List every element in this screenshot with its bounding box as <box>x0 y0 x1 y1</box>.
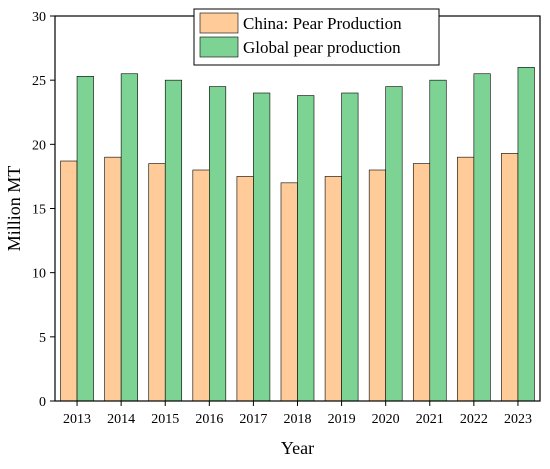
x-tick-label: 2016 <box>195 412 223 427</box>
bar-china-2022 <box>457 156 475 402</box>
bar-china-2013 <box>60 160 78 402</box>
x-tick-label: 2014 <box>107 412 135 427</box>
x-tick-label: 2020 <box>372 412 400 427</box>
y-tick-label: 30 <box>32 10 46 25</box>
bars-layer <box>60 67 535 402</box>
x-axis-ticks: 2013 2014 2015 2016 2017 2018 2019 2020 2021 2022… <box>63 401 532 427</box>
bar-china-2019 <box>324 176 342 402</box>
y-tick-label: 0 <box>39 395 46 410</box>
bar-global-2014 <box>120 73 138 402</box>
legend: China: Pear Production Global pear produ… <box>193 8 440 66</box>
bar-china-2023 <box>501 153 519 402</box>
x-tick-label: 2015 <box>151 412 179 427</box>
bar-global-2020 <box>385 86 403 402</box>
bar-china-2017 <box>236 176 254 402</box>
y-tick-label: 25 <box>32 74 46 89</box>
y-axis-ticks: 0 5 10 15 20 25 30 <box>32 10 55 410</box>
bar-global-2023 <box>517 67 535 402</box>
bar-china-2020 <box>368 169 386 402</box>
x-tick-label: 2019 <box>328 412 356 427</box>
bar-china-2014 <box>104 156 122 402</box>
y-tick-label: 10 <box>32 267 46 282</box>
bar-global-2016 <box>209 86 227 402</box>
bar-china-2018 <box>280 182 298 402</box>
legend-label-china: China: Pear Production <box>243 14 402 33</box>
bar-china-2015 <box>148 163 166 402</box>
x-tick-label: 2021 <box>416 412 444 427</box>
bar-global-2018 <box>297 95 315 402</box>
bar-global-2022 <box>473 73 491 402</box>
x-tick-label: 2023 <box>504 412 532 427</box>
bar-china-2021 <box>412 163 431 402</box>
y-tick-label: 20 <box>32 138 46 153</box>
bar-global-2019 <box>341 92 359 402</box>
y-tick-label: 5 <box>39 331 46 346</box>
bar-global-2021 <box>429 79 447 402</box>
y-tick-label: 15 <box>32 203 46 218</box>
legend-label-global: Global pear production <box>243 38 401 57</box>
legend-swatch-china <box>199 12 239 34</box>
x-tick-label: 2022 <box>460 412 488 427</box>
bar-global-2017 <box>253 92 271 402</box>
x-tick-label: 2017 <box>239 412 267 427</box>
y-axis-title: Million MT <box>4 166 24 252</box>
bar-global-2015 <box>164 79 183 402</box>
legend-swatch-global <box>199 36 239 58</box>
x-tick-label: 2018 <box>284 412 312 427</box>
x-axis-title: Year <box>281 438 314 458</box>
bar-china-2016 <box>192 169 210 402</box>
x-tick-label: 2013 <box>63 412 91 427</box>
bar-global-2013 <box>76 76 94 402</box>
